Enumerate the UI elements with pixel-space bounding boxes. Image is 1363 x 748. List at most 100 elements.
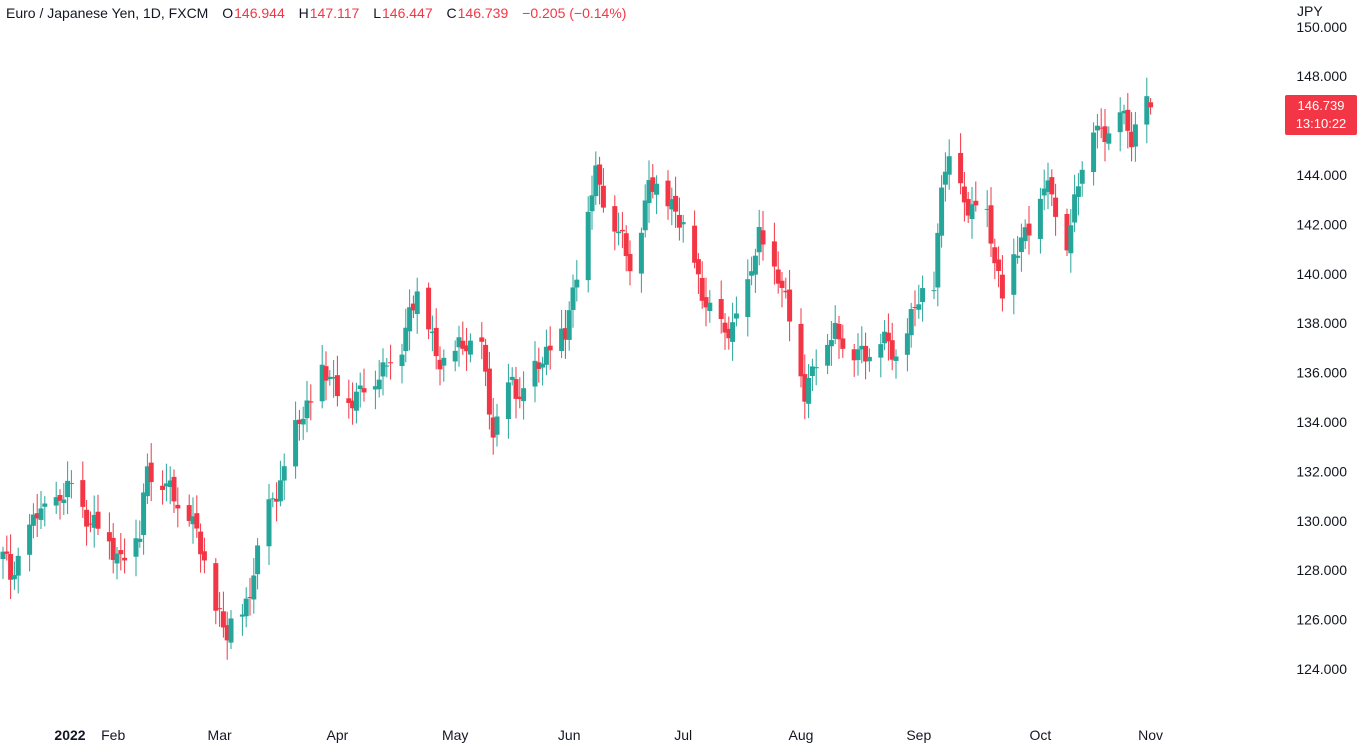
candle-body [965, 199, 971, 216]
candle-body [137, 538, 143, 542]
candle-body [270, 498, 276, 500]
candle-body [84, 509, 90, 527]
candle-body [1018, 237, 1024, 253]
candle-body [589, 195, 595, 212]
candle-body [65, 480, 71, 498]
candle-body [692, 225, 698, 263]
x-tick-label: 2022 [54, 727, 85, 743]
candle-body [194, 513, 200, 529]
candle-body [490, 417, 496, 438]
candle-body [809, 366, 815, 376]
bar-countdown: 13:10:22 [1295, 116, 1347, 131]
candle-body [110, 537, 116, 560]
candle-body [27, 524, 33, 555]
candle-body [114, 553, 120, 564]
candle-body [1129, 131, 1135, 148]
candle-body [8, 554, 14, 580]
candle-body [372, 386, 378, 390]
candle-body [1049, 177, 1055, 195]
candle-body [30, 514, 36, 526]
candle-body [403, 327, 409, 352]
candle-body [1148, 102, 1154, 108]
candle-body [42, 503, 48, 507]
open-value: 146.944 [234, 5, 285, 21]
candle-body [961, 186, 967, 203]
symbol-title: Euro / Japanese Yen, 1D, FXCM [6, 5, 209, 21]
last-price-tag: 146.739 13:10:22 [1285, 95, 1357, 135]
close-label: C [446, 5, 457, 21]
low-value: 146.447 [382, 5, 433, 21]
candle-body [380, 362, 386, 377]
candle-body [695, 259, 701, 275]
candle-body [749, 271, 755, 276]
candle-body [559, 328, 565, 351]
candle-body [1091, 132, 1097, 172]
candle-body [1045, 180, 1051, 192]
candle-body [281, 466, 287, 481]
candle-body [38, 508, 44, 520]
candle-body [220, 611, 226, 628]
candle-body [414, 291, 420, 315]
candle-body [798, 323, 804, 377]
candle-body [771, 241, 777, 267]
candle-body [106, 532, 112, 542]
candle-body [1068, 225, 1074, 254]
high-label: H [298, 5, 309, 21]
candle-body [467, 340, 473, 355]
candle-body [996, 259, 1002, 271]
candle-body [722, 322, 728, 333]
candle-body [760, 230, 766, 245]
candle-body [942, 171, 948, 185]
candle-body [570, 287, 576, 310]
candle-body [186, 505, 192, 521]
candle-body [163, 483, 169, 487]
candle-body [946, 156, 952, 175]
x-tick-label: Mar [208, 727, 232, 743]
y-tick-label: 124.000 [1296, 661, 1347, 677]
candle-body [562, 328, 568, 340]
candle-body [787, 289, 793, 322]
candle-body [4, 551, 10, 554]
candle-body [513, 379, 519, 399]
candle-body [532, 360, 538, 387]
candle-body [429, 331, 435, 334]
candle-body [840, 338, 846, 349]
candle-body [167, 480, 173, 487]
candle-body [676, 214, 682, 228]
candle-body [703, 297, 709, 308]
candle-body [148, 462, 154, 483]
candle-body [597, 164, 603, 185]
candle-body [623, 233, 629, 257]
candle-body [213, 563, 219, 611]
candle-body [277, 480, 283, 502]
candle-body [638, 232, 644, 274]
x-axis-ticks: 2022 Feb Mar Apr May Jun Jul Aug Sep Oct Nov [54, 727, 1163, 743]
candle-body [410, 303, 416, 311]
candle-body [1041, 188, 1047, 196]
candle-body [939, 187, 945, 236]
candle-body [521, 388, 527, 402]
candle-body [585, 211, 591, 281]
candle-body [426, 287, 432, 330]
y-axis-ticks: 124.000 126.000 128.000 130.000 132.000 134.0… [1296, 19, 1347, 677]
candle-body [486, 368, 492, 415]
candle-body [851, 349, 857, 361]
candle-body [464, 345, 470, 352]
candle-body [984, 208, 990, 210]
last-price-value: 146.739 [1297, 98, 1345, 113]
candle-body [407, 307, 413, 332]
candle-body [1026, 223, 1032, 236]
candle-body [920, 288, 926, 303]
candle-body [718, 299, 724, 319]
candle-body [1064, 213, 1070, 251]
candle-body [973, 200, 979, 206]
candle-body [357, 385, 363, 390]
candle-body [779, 280, 785, 288]
candle-body [707, 302, 713, 312]
candle-body [144, 466, 150, 497]
candle-body [935, 232, 941, 288]
candle-body [224, 625, 230, 641]
candle-body [756, 226, 762, 253]
candle-body [1132, 124, 1138, 147]
